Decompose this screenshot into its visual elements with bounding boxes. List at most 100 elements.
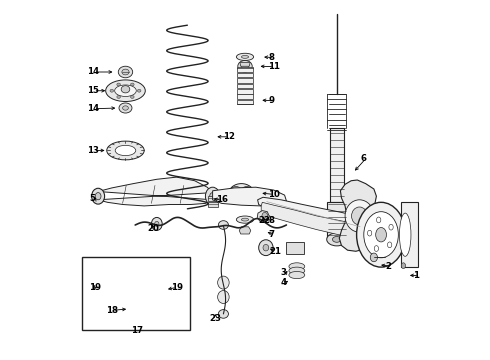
Ellipse shape <box>155 221 159 226</box>
Ellipse shape <box>107 141 144 160</box>
Text: 6: 6 <box>360 154 366 163</box>
Ellipse shape <box>218 276 229 289</box>
Ellipse shape <box>376 228 387 242</box>
Ellipse shape <box>122 69 129 75</box>
Polygon shape <box>98 177 213 206</box>
Polygon shape <box>240 63 250 66</box>
Text: 8: 8 <box>269 53 274 62</box>
Text: 23: 23 <box>210 314 221 323</box>
Ellipse shape <box>84 276 95 291</box>
Ellipse shape <box>357 202 406 267</box>
Text: 17: 17 <box>131 326 143 335</box>
Ellipse shape <box>95 193 101 200</box>
Ellipse shape <box>119 103 132 113</box>
Ellipse shape <box>205 187 220 205</box>
Ellipse shape <box>262 212 268 220</box>
Ellipse shape <box>345 200 374 232</box>
Ellipse shape <box>110 89 114 92</box>
Bar <box>208 196 218 201</box>
Bar <box>237 73 253 77</box>
Ellipse shape <box>368 230 372 236</box>
Ellipse shape <box>364 212 398 258</box>
Ellipse shape <box>289 271 305 279</box>
Ellipse shape <box>115 85 136 96</box>
Ellipse shape <box>163 284 172 295</box>
Ellipse shape <box>374 246 379 251</box>
Text: 4: 4 <box>280 278 286 287</box>
Ellipse shape <box>238 60 252 72</box>
Text: 19: 19 <box>90 283 101 292</box>
Ellipse shape <box>242 218 248 221</box>
Text: 15: 15 <box>87 86 99 95</box>
Ellipse shape <box>219 310 228 318</box>
Bar <box>237 84 253 88</box>
Ellipse shape <box>370 253 377 262</box>
Ellipse shape <box>241 186 252 197</box>
Ellipse shape <box>122 106 128 110</box>
Text: 22: 22 <box>259 216 270 225</box>
Ellipse shape <box>389 224 393 230</box>
Text: 13: 13 <box>87 146 99 155</box>
Text: 12: 12 <box>223 132 235 141</box>
Ellipse shape <box>333 237 341 242</box>
Polygon shape <box>239 227 251 234</box>
Bar <box>237 100 253 104</box>
Text: 18: 18 <box>106 306 118 315</box>
Ellipse shape <box>239 191 245 197</box>
Ellipse shape <box>401 263 406 269</box>
Bar <box>286 242 304 254</box>
Ellipse shape <box>106 80 145 102</box>
Polygon shape <box>90 275 183 290</box>
Text: 7: 7 <box>269 230 274 239</box>
Text: 11: 11 <box>269 62 280 71</box>
Ellipse shape <box>263 244 269 251</box>
Text: 5: 5 <box>90 194 96 203</box>
Ellipse shape <box>92 188 104 204</box>
Text: 19: 19 <box>171 283 183 292</box>
Text: 1: 1 <box>414 271 419 280</box>
Bar <box>82 257 190 330</box>
Text: 2: 2 <box>386 262 392 271</box>
Ellipse shape <box>399 213 411 256</box>
Ellipse shape <box>259 240 273 256</box>
Ellipse shape <box>163 277 170 286</box>
Bar <box>208 202 218 207</box>
Ellipse shape <box>351 207 368 225</box>
Ellipse shape <box>115 145 136 156</box>
Ellipse shape <box>121 86 130 93</box>
Text: 9: 9 <box>269 96 274 105</box>
Polygon shape <box>213 187 286 206</box>
Text: 8: 8 <box>269 216 274 225</box>
Ellipse shape <box>85 284 94 295</box>
Ellipse shape <box>117 95 121 98</box>
Bar <box>237 78 253 83</box>
Ellipse shape <box>236 216 254 223</box>
Ellipse shape <box>218 291 229 303</box>
Ellipse shape <box>117 83 121 86</box>
Ellipse shape <box>230 186 242 197</box>
Text: 3: 3 <box>280 269 286 277</box>
Ellipse shape <box>327 233 347 246</box>
Polygon shape <box>261 202 368 238</box>
Text: 20: 20 <box>147 224 159 233</box>
Bar <box>400 202 418 267</box>
Text: 10: 10 <box>269 190 280 199</box>
Polygon shape <box>339 180 376 251</box>
Ellipse shape <box>151 217 162 230</box>
Ellipse shape <box>388 242 392 248</box>
Bar <box>330 128 344 202</box>
Ellipse shape <box>376 217 381 223</box>
Polygon shape <box>257 211 270 221</box>
Ellipse shape <box>242 55 248 58</box>
Ellipse shape <box>177 281 182 288</box>
Ellipse shape <box>137 89 141 92</box>
Bar <box>130 302 136 309</box>
Ellipse shape <box>130 83 134 86</box>
Ellipse shape <box>289 263 305 270</box>
Polygon shape <box>258 197 368 232</box>
Ellipse shape <box>159 273 174 291</box>
Ellipse shape <box>242 63 248 69</box>
Ellipse shape <box>219 221 228 229</box>
Text: 14: 14 <box>87 68 99 77</box>
Ellipse shape <box>210 193 216 200</box>
